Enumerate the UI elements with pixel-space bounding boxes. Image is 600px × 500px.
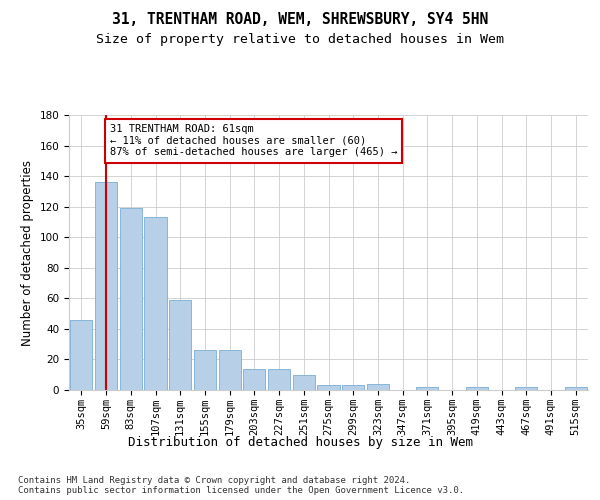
Text: Size of property relative to detached houses in Wem: Size of property relative to detached ho…	[96, 32, 504, 46]
Bar	[515, 387, 538, 390]
Bar	[95, 182, 117, 390]
Bar	[466, 387, 488, 390]
Bar	[565, 387, 587, 390]
Text: Contains HM Land Registry data © Crown copyright and database right 2024.
Contai: Contains HM Land Registry data © Crown c…	[18, 476, 464, 495]
Bar	[367, 384, 389, 390]
Bar	[70, 320, 92, 390]
Text: 31 TRENTHAM ROAD: 61sqm
← 11% of detached houses are smaller (60)
87% of semi-de: 31 TRENTHAM ROAD: 61sqm ← 11% of detache…	[110, 124, 397, 158]
Bar	[243, 368, 265, 390]
Bar	[317, 386, 340, 390]
Bar	[169, 300, 191, 390]
Bar	[293, 374, 315, 390]
Bar	[194, 350, 216, 390]
Bar	[268, 368, 290, 390]
Y-axis label: Number of detached properties: Number of detached properties	[21, 160, 34, 346]
Text: 31, TRENTHAM ROAD, WEM, SHREWSBURY, SY4 5HN: 31, TRENTHAM ROAD, WEM, SHREWSBURY, SY4 …	[112, 12, 488, 28]
Bar	[342, 386, 364, 390]
Bar	[218, 350, 241, 390]
Bar	[145, 218, 167, 390]
Bar	[119, 208, 142, 390]
Text: Distribution of detached houses by size in Wem: Distribution of detached houses by size …	[128, 436, 473, 449]
Bar	[416, 387, 439, 390]
